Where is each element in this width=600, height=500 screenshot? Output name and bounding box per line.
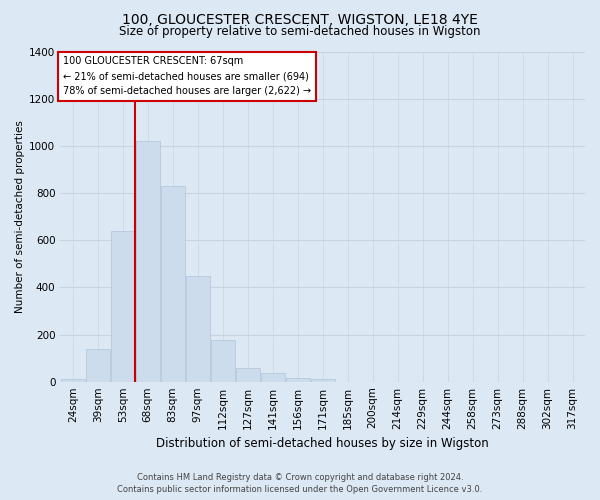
Bar [86,348,110,382]
Bar [261,374,284,382]
Text: Size of property relative to semi-detached houses in Wigston: Size of property relative to semi-detach… [119,25,481,38]
Bar [161,186,185,382]
Text: Contains HM Land Registry data © Crown copyright and database right 2024.
Contai: Contains HM Land Registry data © Crown c… [118,472,482,494]
X-axis label: Distribution of semi-detached houses by size in Wigston: Distribution of semi-detached houses by … [156,437,489,450]
Text: 100 GLOUCESTER CRESCENT: 67sqm
← 21% of semi-detached houses are smaller (694)
7: 100 GLOUCESTER CRESCENT: 67sqm ← 21% of … [63,56,311,96]
Bar [211,340,235,382]
Bar [236,368,260,382]
Bar [186,276,209,382]
Bar [136,141,160,382]
Bar [311,380,335,382]
Y-axis label: Number of semi-detached properties: Number of semi-detached properties [15,120,25,313]
Bar [111,230,134,382]
Text: 100, GLOUCESTER CRESCENT, WIGSTON, LE18 4YE: 100, GLOUCESTER CRESCENT, WIGSTON, LE18 … [122,12,478,26]
Bar [61,380,85,382]
Bar [286,378,310,382]
